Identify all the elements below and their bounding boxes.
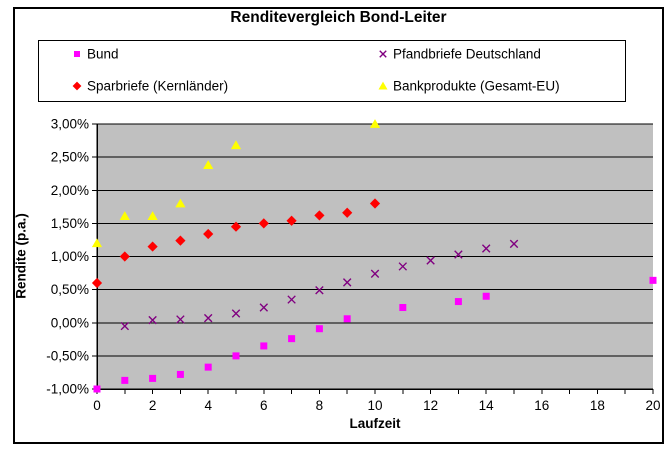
sparbriefe-marker — [314, 210, 325, 221]
bund-marker — [343, 315, 351, 323]
bankprodukte-marker — [175, 198, 186, 208]
bankprodukte-marker — [369, 119, 381, 128]
sparbriefe-marker — [258, 218, 269, 229]
sparbriefe-marker — [203, 228, 214, 240]
legend — [38, 40, 626, 102]
pfandbriefe-marker — [426, 256, 435, 265]
y-axis-title: Rendite (p.a.) — [13, 213, 29, 299]
pfandbriefe-marker — [370, 269, 380, 278]
x-tick-label: 18 — [590, 398, 605, 413]
pfandbriefe-marker — [259, 303, 269, 312]
pfandbriefe-marker — [315, 286, 324, 295]
pfandbriefe-marker — [509, 239, 519, 249]
y-tick-label: 1,00% — [51, 249, 89, 264]
x-tick-label: 6 — [260, 398, 268, 413]
sparbriefe-marker — [342, 207, 353, 218]
pfandbriefe-marker — [398, 262, 408, 271]
chart-title: Renditevergleich Bond-Leiter — [230, 9, 447, 26]
bund-marker — [288, 335, 296, 343]
legend-label-bankprodukte: Bankprodukte (Gesamt-EU) — [393, 78, 560, 94]
x-tick-label: 2 — [149, 398, 157, 413]
bund-marker — [176, 370, 184, 378]
pfandbriefe-marker — [342, 278, 352, 287]
sparbriefe-marker — [175, 235, 186, 246]
pfandbriefe-marker — [231, 309, 241, 318]
bund-marker — [93, 385, 101, 393]
pfandbriefe-marker — [203, 313, 213, 323]
y-tick-label: -0,50% — [46, 348, 89, 363]
bankprodukte-marker — [230, 140, 242, 150]
x-tick-label: 16 — [534, 398, 549, 413]
sparbriefe-marker — [119, 251, 130, 262]
sparbriefe-marker — [91, 277, 103, 289]
pfandbriefe-marker — [148, 315, 157, 325]
sparbriefe-marker — [230, 221, 242, 232]
bankprodukte-marker — [147, 211, 158, 220]
sparbriefe-marker — [369, 198, 381, 209]
sparbriefe-marker — [147, 241, 158, 252]
bund-marker — [121, 376, 129, 384]
legend-label-sparbriefe: Sparbriefe (Kernländer) — [87, 78, 229, 94]
pfandbriefe-marker — [176, 315, 185, 324]
pfandbriefe-marker — [287, 295, 296, 304]
legend-label-bund: Bund — [87, 46, 119, 62]
x-tick-label: 20 — [645, 398, 660, 413]
bankprodukte-marker — [203, 160, 214, 169]
y-tick-label: 2,00% — [51, 183, 89, 198]
bund-marker — [232, 352, 240, 360]
x-tick-label: 4 — [204, 398, 212, 413]
y-tick-label: 0,50% — [51, 282, 89, 297]
y-tick-label: -1,00% — [46, 382, 89, 397]
x-tick-label: 8 — [316, 398, 324, 413]
x-axis-title: Laufzeit — [349, 416, 401, 431]
bund-marker — [399, 304, 407, 312]
pfandbriefe-marker — [481, 244, 491, 253]
y-tick-label: 3,00% — [51, 117, 89, 132]
bund-marker — [315, 325, 323, 333]
pfandbriefe-marker — [120, 321, 130, 331]
x-tick-label: 12 — [423, 398, 438, 413]
bund-marker — [260, 342, 268, 350]
y-tick-label: 2,50% — [51, 150, 89, 165]
bund-marker — [649, 276, 657, 284]
bund-marker — [454, 298, 462, 306]
y-tick-label: 1,50% — [51, 216, 89, 231]
bund-marker — [482, 292, 490, 300]
bankprodukte-marker — [119, 211, 130, 220]
x-tick-label: 14 — [479, 398, 495, 413]
plot-background — [97, 124, 653, 389]
pfandbriefe-marker — [454, 250, 463, 259]
y-tick-label: 0,00% — [51, 315, 89, 330]
bankprodukte-marker — [91, 238, 103, 248]
bund-marker — [204, 363, 212, 371]
x-tick-label: 0 — [93, 398, 101, 413]
legend-label-pfandbriefe: Pfandbriefe Deutschland — [393, 46, 541, 62]
bund-marker — [149, 374, 157, 382]
x-tick-label: 10 — [367, 398, 382, 413]
sparbriefe-marker — [286, 215, 297, 226]
